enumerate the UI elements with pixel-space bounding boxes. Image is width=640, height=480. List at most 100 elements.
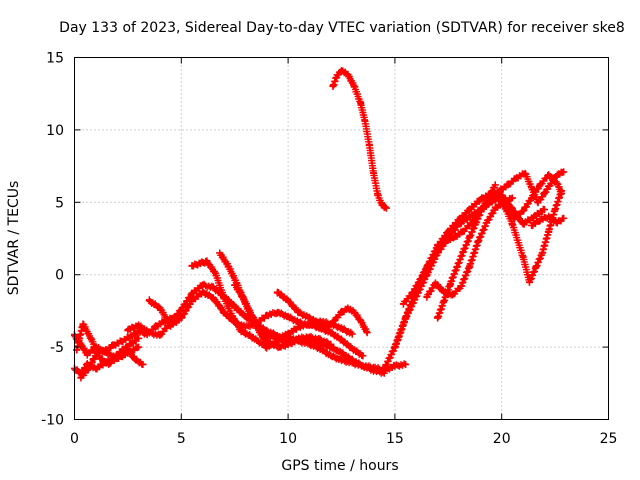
data-point: [466, 233, 474, 241]
data-point: [466, 262, 474, 270]
y-tick-label: -10: [41, 413, 64, 429]
data-point: [338, 349, 345, 357]
data-point: [545, 213, 553, 221]
series-track-17: [487, 168, 568, 207]
data-point: [528, 184, 536, 192]
data-point: [466, 213, 474, 221]
data-point: [128, 339, 136, 347]
data-point: [476, 195, 484, 203]
data-point: [558, 190, 566, 198]
data-point: [117, 337, 125, 345]
y-axis-label: SDTVAR / TECUs: [6, 181, 22, 296]
x-tick-label: 15: [386, 431, 404, 447]
data-point: [139, 360, 147, 368]
data-point: [348, 330, 356, 338]
data-point: [359, 352, 367, 360]
data-point: [449, 291, 457, 299]
series-track-11: [329, 67, 390, 212]
series-track-18: [528, 212, 568, 230]
data-point: [446, 279, 454, 287]
data-point: [231, 281, 239, 289]
data-point: [519, 207, 527, 215]
data-point: [504, 181, 512, 189]
data-point: [231, 303, 239, 311]
data-point: [79, 320, 87, 328]
data-point: [156, 332, 164, 340]
data-point: [220, 294, 228, 302]
data-point: [284, 313, 292, 321]
data-point: [457, 282, 465, 290]
data-point: [402, 314, 410, 322]
x-tick-label: 5: [177, 431, 186, 447]
data-point: [109, 342, 117, 350]
data-point: [534, 198, 542, 206]
data-point: [423, 292, 431, 300]
data-point: [425, 259, 433, 267]
data-point: [312, 317, 320, 325]
data-point: [273, 334, 281, 342]
data-point: [440, 297, 448, 305]
data-point: [83, 366, 91, 374]
data-point: [357, 100, 365, 108]
data-point: [370, 169, 378, 177]
data-point: [363, 329, 371, 337]
data-point: [167, 321, 175, 329]
data-point: [338, 356, 345, 364]
data-point: [444, 227, 452, 235]
series-track-4: [77, 334, 143, 382]
data-point: [547, 179, 555, 187]
data-point: [284, 330, 292, 338]
data-point: [483, 219, 491, 227]
data-point: [391, 343, 399, 351]
data-point: [519, 253, 527, 261]
data-point: [338, 324, 345, 332]
data-point: [284, 340, 292, 348]
y-tick-label: -5: [50, 340, 64, 356]
data-point: [135, 343, 143, 351]
data-point: [77, 374, 85, 382]
series-markers: [329, 67, 390, 212]
data-point: [536, 216, 544, 224]
data-point: [111, 353, 119, 361]
data-point: [500, 198, 508, 206]
data-point: [305, 314, 313, 322]
data-point: [177, 305, 185, 313]
data-point: [434, 314, 442, 322]
y-tick-label: 5: [55, 195, 64, 211]
data-point: [239, 294, 247, 302]
data-point: [327, 352, 335, 360]
data-point: [188, 290, 196, 298]
data-point: [487, 193, 495, 201]
data-point: [493, 194, 501, 202]
y-tick-label: 10: [46, 123, 64, 139]
data-point: [350, 82, 358, 90]
data-point: [256, 324, 264, 332]
data-point: [338, 336, 345, 344]
data-point: [472, 219, 480, 227]
data-point: [382, 204, 390, 212]
data-point: [553, 171, 561, 179]
data-point: [434, 246, 442, 254]
data-point: [248, 311, 256, 319]
data-point: [209, 284, 217, 292]
data-point: [528, 221, 536, 229]
plot-frame: [74, 57, 609, 420]
data-point: [545, 171, 553, 179]
data-point: [344, 304, 352, 312]
x-tick-label: 0: [70, 431, 79, 447]
data-point: [135, 334, 143, 342]
data-point: [241, 323, 249, 331]
data-point: [156, 304, 164, 312]
data-point: [120, 346, 128, 354]
x-tick-label: 10: [279, 431, 297, 447]
data-point: [536, 181, 544, 189]
data-point: [263, 311, 271, 319]
data-point: [525, 278, 533, 286]
data-point: [417, 275, 425, 283]
data-point: [237, 327, 245, 335]
data-point: [92, 365, 100, 373]
data-point: [188, 297, 196, 305]
data-point: [374, 191, 382, 199]
data-point: [145, 329, 153, 337]
